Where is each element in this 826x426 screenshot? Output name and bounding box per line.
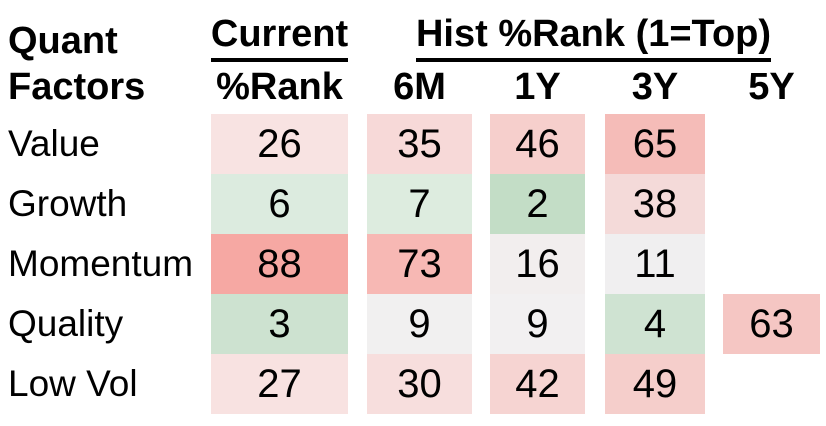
heatmap-cell: 6 — [211, 174, 348, 234]
table-row-low-vol: Low Vol 27 30 42 49 — [0, 354, 826, 414]
row-label-growth: Growth — [8, 183, 128, 224]
heatmap-cell: 27 — [211, 354, 348, 414]
quant-factors-heatmap: Quant Current Hist %Rank (1=Top) Factors… — [0, 0, 826, 414]
column-header-percent-rank: %Rank — [216, 66, 343, 109]
column-header-3y: 3Y — [631, 66, 679, 109]
table-row-momentum: Momentum 88 73 16 11 — [0, 234, 826, 294]
heatmap-cell: 9 — [490, 294, 585, 354]
heatmap-cell-empty — [723, 114, 820, 174]
heatmap-cell-empty — [723, 354, 820, 414]
heatmap-cell: 73 — [367, 234, 472, 294]
heatmap-cell-empty — [723, 174, 820, 234]
table-row-growth: Growth 6 7 2 38 — [0, 174, 826, 234]
row-label-low-vol: Low Vol — [8, 363, 138, 404]
corner-title-line2: Factors — [8, 66, 146, 109]
heatmap-cell: 88 — [211, 234, 348, 294]
heatmap-cell: 16 — [490, 234, 585, 294]
column-header-5y: 5Y — [748, 66, 795, 109]
heatmap-cell-empty — [723, 234, 820, 294]
header-columns-row: Factors %Rank 6M 1Y 3Y 5Y — [0, 62, 826, 114]
heatmap-cell: 42 — [490, 354, 585, 414]
row-label-quality: Quality — [8, 303, 124, 344]
row-label-momentum: Momentum — [8, 243, 194, 284]
corner-title-line1: Quant — [8, 20, 118, 63]
hist-group-label: Hist %Rank (1=Top) — [415, 14, 772, 62]
current-group-header: Current — [210, 14, 349, 62]
heatmap-cell: 9 — [367, 294, 472, 354]
heatmap-cell: 65 — [605, 114, 705, 174]
heatmap-cell: 46 — [490, 114, 585, 174]
heatmap-cell: 63 — [723, 294, 820, 354]
heatmap-cell: 2 — [490, 174, 585, 234]
table-row-quality: Quality 3 9 9 4 63 — [0, 294, 826, 354]
table-row-value: Value 26 35 46 65 — [0, 114, 826, 174]
column-header-1y: 1Y — [514, 66, 561, 109]
heatmap-cell: 11 — [605, 234, 705, 294]
heatmap-cell: 38 — [605, 174, 705, 234]
hist-group-header: Hist %Rank (1=Top) — [367, 14, 820, 62]
heatmap-cell: 3 — [211, 294, 348, 354]
heatmap-cell: 30 — [367, 354, 472, 414]
heatmap-cell: 35 — [367, 114, 472, 174]
row-label-value: Value — [8, 123, 100, 164]
heatmap-cell: 26 — [211, 114, 348, 174]
current-group-label: Current — [210, 14, 349, 62]
heatmap-cell: 4 — [605, 294, 705, 354]
column-header-6m: 6M — [393, 66, 446, 109]
header-group-row: Quant Current Hist %Rank (1=Top) — [0, 0, 826, 62]
heatmap-cell: 7 — [367, 174, 472, 234]
heatmap-cell: 49 — [605, 354, 705, 414]
